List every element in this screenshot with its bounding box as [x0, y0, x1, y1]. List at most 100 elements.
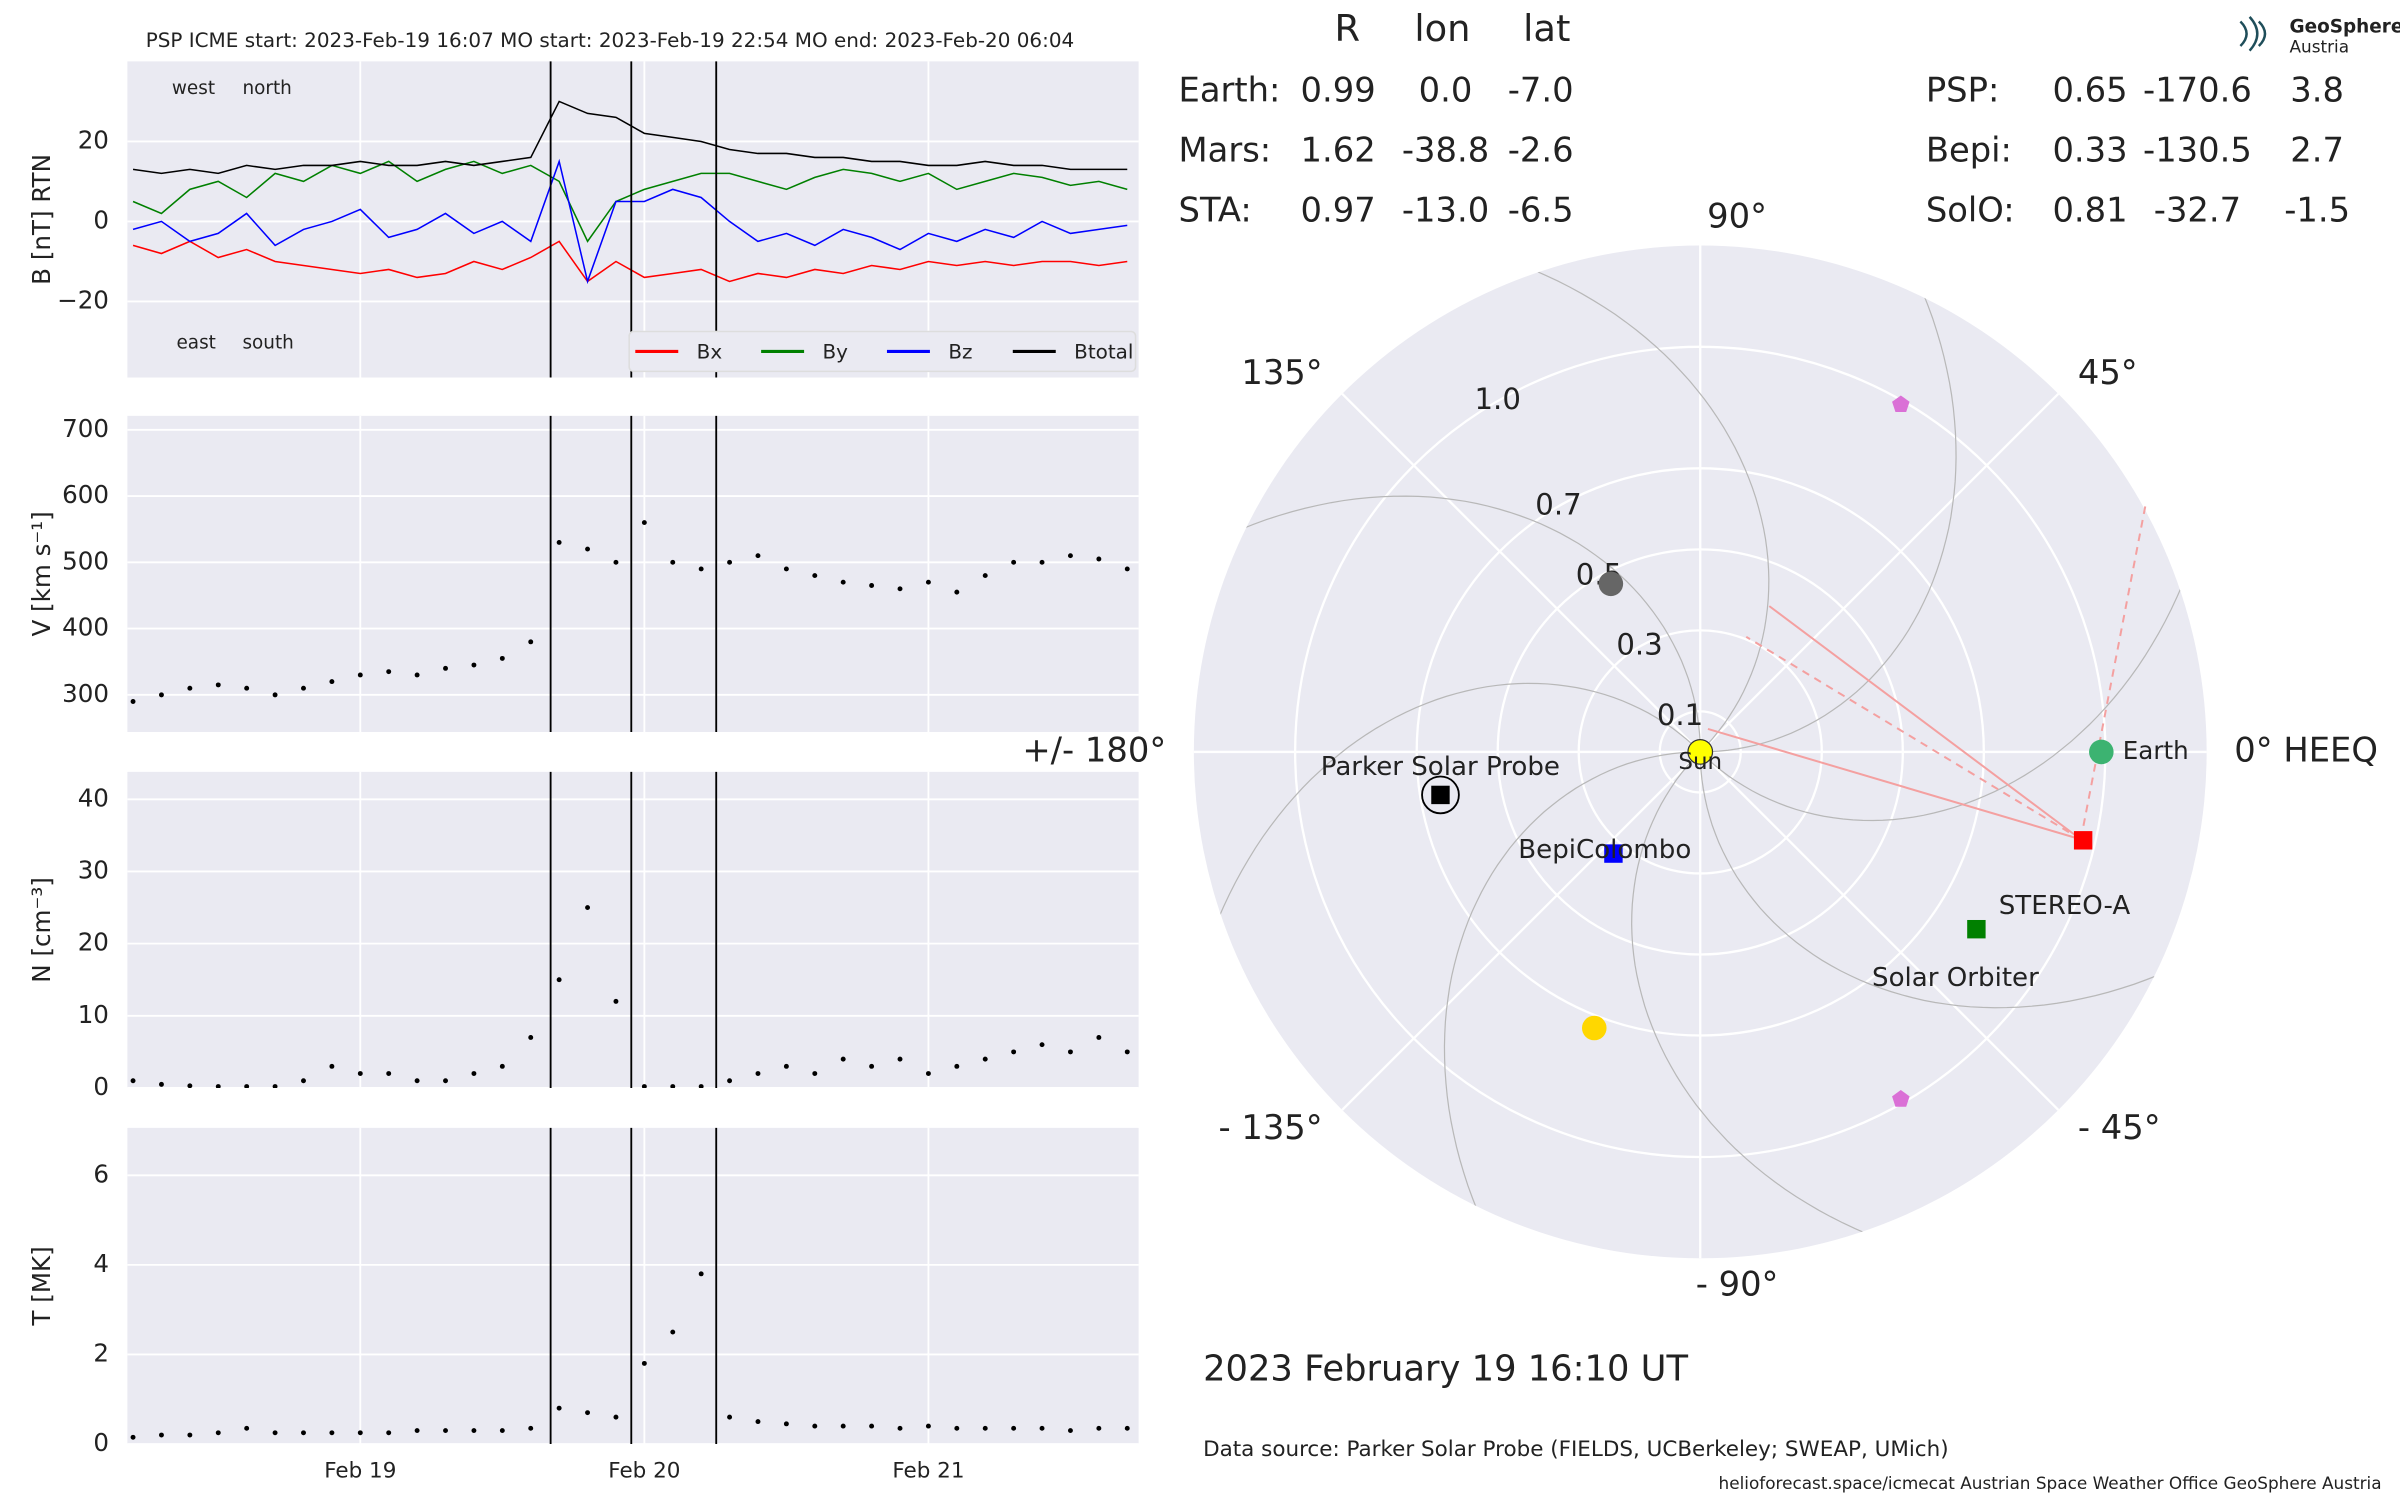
point — [585, 546, 590, 552]
spiral — [1631, 751, 1936, 1258]
object-label: Sun — [1678, 749, 1722, 775]
y-tick-label: 40 — [78, 783, 109, 812]
column-header: R — [1335, 7, 1361, 50]
y-axis-label: B [nT] RTN — [27, 154, 56, 285]
point — [244, 685, 250, 691]
point — [727, 1078, 733, 1084]
y-tick-label: 4 — [93, 1249, 109, 1278]
fov-line — [1745, 506, 2147, 841]
y-tick-label: 2 — [93, 1338, 109, 1367]
spiral — [1699, 751, 2207, 1009]
point — [698, 1084, 704, 1088]
y-tick-label: 20 — [78, 928, 109, 957]
point — [386, 1430, 392, 1436]
r-tick-label: 1.0 — [1475, 382, 1521, 416]
point — [158, 1432, 164, 1438]
y-tick-label: 500 — [62, 546, 109, 575]
theta-tick-label: 135° — [1241, 353, 1322, 392]
data-layer — [132, 100, 1128, 285]
point — [1096, 556, 1102, 562]
point — [1067, 1428, 1073, 1434]
data-source: Data source: Parker Solar Probe (FIELDS,… — [1203, 1437, 1949, 1462]
y-tick-label: 700 — [62, 414, 109, 443]
point — [897, 1056, 903, 1062]
point — [982, 1425, 988, 1431]
y-tick-label: 600 — [62, 480, 109, 509]
object-marker — [1892, 395, 1910, 413]
point — [215, 1430, 221, 1436]
r-tick-label: 0.7 — [1535, 487, 1581, 521]
y-tick-label: 400 — [62, 613, 109, 642]
point — [982, 573, 988, 579]
point — [499, 1428, 505, 1434]
point — [613, 1414, 619, 1420]
point — [1067, 1049, 1073, 1055]
point — [1124, 1049, 1130, 1055]
row-value: -32.7 — [2154, 190, 2241, 229]
point — [272, 1084, 278, 1088]
y-axis-label: V [km s⁻¹] — [27, 511, 56, 636]
x-tick-label: Feb 21 — [892, 1459, 964, 1484]
point — [329, 1063, 335, 1069]
point — [613, 559, 619, 565]
point — [1124, 1425, 1130, 1431]
y-tick-label: 300 — [62, 679, 109, 708]
point — [897, 586, 903, 592]
spiral — [1193, 495, 1701, 752]
theta-tick-label: +/- 180° — [1022, 730, 1166, 769]
annotation: west — [172, 78, 215, 99]
object-marker — [2089, 739, 2114, 765]
point — [585, 1410, 590, 1416]
point — [698, 1271, 704, 1277]
fov-line — [1707, 605, 2082, 841]
point — [329, 1430, 335, 1436]
point — [869, 1423, 875, 1429]
point — [329, 679, 335, 685]
panel: Feb 19 Feb 20 Feb 21 0 2 4 6 T [MK] — [27, 1127, 1139, 1484]
point — [670, 1329, 676, 1335]
theta-tick-label: 0° HEEQ — [2234, 730, 2378, 769]
point — [1067, 553, 1073, 559]
object-marker — [1687, 739, 1714, 765]
point — [499, 655, 505, 661]
y-tick-label: −20 — [57, 285, 109, 314]
point — [301, 685, 306, 691]
point — [1011, 1049, 1017, 1055]
row-value: -38.8 — [1402, 130, 1489, 169]
annotation: north — [242, 78, 291, 99]
point — [386, 1071, 392, 1077]
row-name: PSP: — [1926, 71, 2000, 110]
row-name: Earth: — [1179, 71, 1281, 110]
y-tick-label: 30 — [78, 855, 109, 884]
fov-lines — [1707, 506, 2147, 841]
row-value: -170.6 — [2143, 71, 2252, 110]
point — [528, 639, 534, 645]
column-header: lon — [1414, 7, 1470, 50]
point — [1039, 1042, 1045, 1048]
panel: 0 10 20 30 40 N [cm⁻³] — [27, 771, 1139, 1101]
legend-label: Bx — [697, 339, 723, 363]
row-value: 1.62 — [1301, 130, 1376, 169]
point — [840, 1423, 846, 1429]
point — [1011, 1425, 1017, 1431]
point — [357, 1071, 363, 1077]
legend: Bx By Bz Btotal — [628, 330, 1137, 373]
point — [1039, 559, 1045, 565]
object-marker — [1604, 844, 1623, 863]
credits: helioforecast.space/icmecat Austrian Spa… — [1719, 1473, 2382, 1493]
object-label: BepiColombo — [1518, 835, 1691, 865]
row-value: -6.5 — [1508, 190, 1574, 229]
object-label: Solar Orbiter — [1872, 963, 2039, 993]
object-marker — [1967, 919, 1986, 939]
point — [982, 1056, 988, 1062]
point — [783, 1421, 789, 1427]
point — [812, 1423, 818, 1429]
logo-name: GeoSphere — [2290, 17, 2400, 38]
row-value: 0.99 — [1301, 71, 1376, 110]
y-tick-label: 6 — [93, 1159, 109, 1188]
point — [158, 1081, 164, 1087]
data-layer — [130, 520, 1130, 704]
theta-tick-label: - 45° — [2078, 1108, 2161, 1147]
logo-icon — [2239, 16, 2267, 52]
spiral — [1194, 682, 1701, 988]
